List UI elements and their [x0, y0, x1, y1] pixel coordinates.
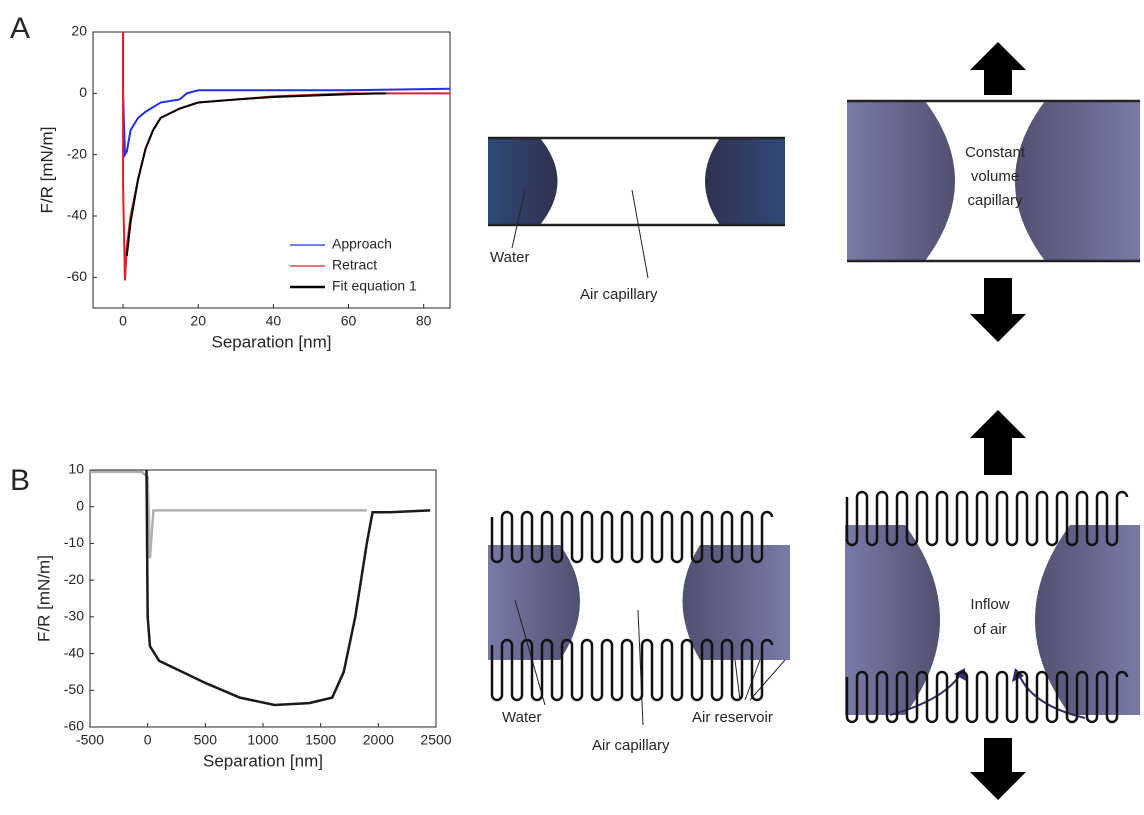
- y-tick-label: 20: [71, 23, 87, 39]
- plot-frame: [89, 469, 437, 728]
- label: capillary: [967, 192, 1023, 209]
- y-tick-label: -40: [67, 207, 87, 223]
- label: Inflow: [970, 596, 1009, 613]
- label: Air capillary: [592, 737, 670, 754]
- y-tick-label: -40: [64, 644, 84, 660]
- label: Air reservoir: [692, 709, 773, 726]
- wall: [845, 490, 1129, 547]
- x-tick-label: 500: [194, 732, 218, 748]
- y-tick-label: -20: [67, 145, 87, 161]
- x-tick-label: -500: [76, 732, 104, 748]
- x-axis-label: Separation [nm]: [203, 751, 323, 770]
- y-tick-label: -30: [64, 608, 84, 624]
- label: Water: [502, 709, 541, 726]
- label: Air capillary: [580, 286, 658, 303]
- series-line: [90, 470, 367, 559]
- panel-label: A: [10, 12, 30, 45]
- y-tick-label: 0: [79, 84, 87, 100]
- legend-label: Retract: [332, 257, 377, 273]
- legend-label: Fit equation 1: [332, 278, 417, 294]
- x-tick-label: 20: [190, 313, 206, 329]
- x-tick-label: 0: [144, 732, 152, 748]
- x-tick-label: 80: [416, 313, 432, 329]
- series-line: [145, 469, 431, 707]
- x-tick-label: 0: [119, 313, 127, 329]
- x-tick-label: 2500: [420, 732, 451, 748]
- reservoir-diagram: Inflow of air: [845, 410, 1140, 800]
- y-tick-label: -10: [64, 534, 84, 550]
- label: Constant: [965, 144, 1026, 161]
- plot-frame: [92, 31, 451, 309]
- y-tick-label: 10: [68, 461, 84, 477]
- series-line: [125, 92, 387, 256]
- x-axis-label: Separation [nm]: [211, 332, 331, 351]
- series-line: [122, 32, 451, 159]
- panel-label: B: [10, 464, 30, 497]
- y-tick-label: -60: [64, 718, 84, 734]
- y-tick-label: -50: [64, 681, 84, 697]
- label: volume: [971, 168, 1019, 185]
- x-tick-label: 60: [341, 313, 357, 329]
- label: Water: [490, 249, 529, 266]
- y-tick-label: 0: [76, 497, 84, 513]
- x-tick-label: 2000: [363, 732, 394, 748]
- x-tick-label: 40: [266, 313, 282, 329]
- y-axis-label: F/R [mN/m]: [34, 555, 53, 642]
- x-tick-label: 1000: [247, 732, 278, 748]
- y-tick-label: -60: [67, 268, 87, 284]
- label: of air: [973, 621, 1006, 638]
- wall: [490, 510, 774, 564]
- legend-label: Approach: [332, 236, 392, 252]
- capillary-diagram: Constant volume capillary: [847, 42, 1140, 342]
- capillary-diagram: Water Air capillary: [488, 136, 785, 303]
- series-line: [122, 32, 450, 281]
- wall: [490, 638, 774, 702]
- wall: [845, 670, 1129, 724]
- x-tick-label: 1500: [305, 732, 336, 748]
- y-tick-label: -20: [64, 571, 84, 587]
- y-axis-label: F/R [mN/m]: [37, 127, 56, 214]
- reservoir-diagram: Water Air capillary Air reservoir: [488, 510, 790, 754]
